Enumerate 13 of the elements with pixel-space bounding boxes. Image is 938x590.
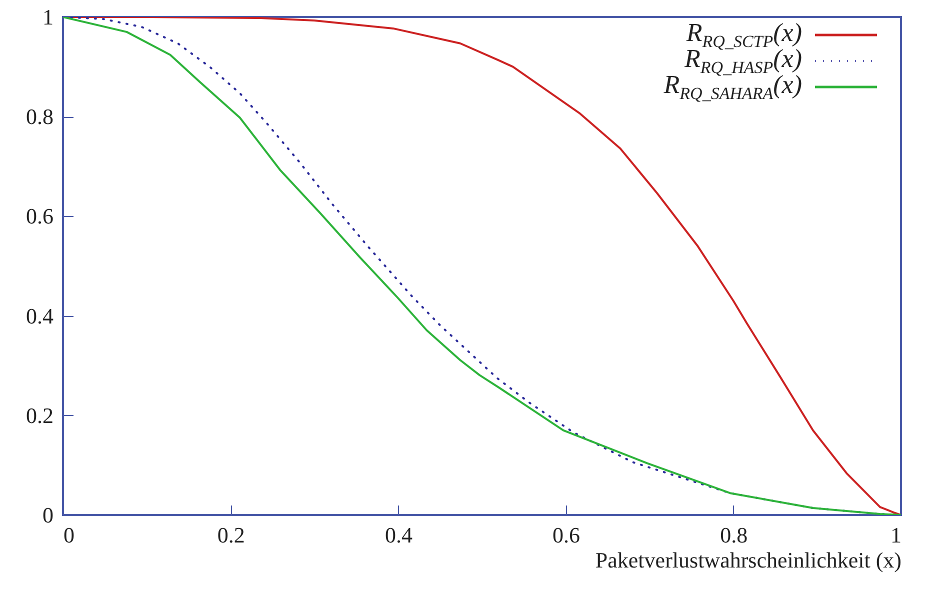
y-tick-label: 0.6 — [26, 204, 54, 229]
x-tick-label: 0.6 — [552, 522, 580, 548]
y-tick-label: 1 — [42, 4, 54, 30]
x-axis-title: Paketverlustwahrscheinlichkeit (x) — [595, 548, 902, 572]
x-tick-label: 0 — [64, 522, 74, 548]
x-tick-label: 0.2 — [217, 522, 245, 548]
x-tick-label: 0.8 — [720, 522, 748, 548]
y-tick-label: 0.8 — [26, 104, 54, 130]
y-tick-label: 0 — [42, 502, 54, 528]
x-tick-label: 0.4 — [384, 522, 412, 548]
y-tick-label: 0.4 — [26, 303, 54, 328]
x-tick-label: 1 — [890, 522, 902, 548]
y-tick-label: 0.2 — [26, 402, 54, 428]
